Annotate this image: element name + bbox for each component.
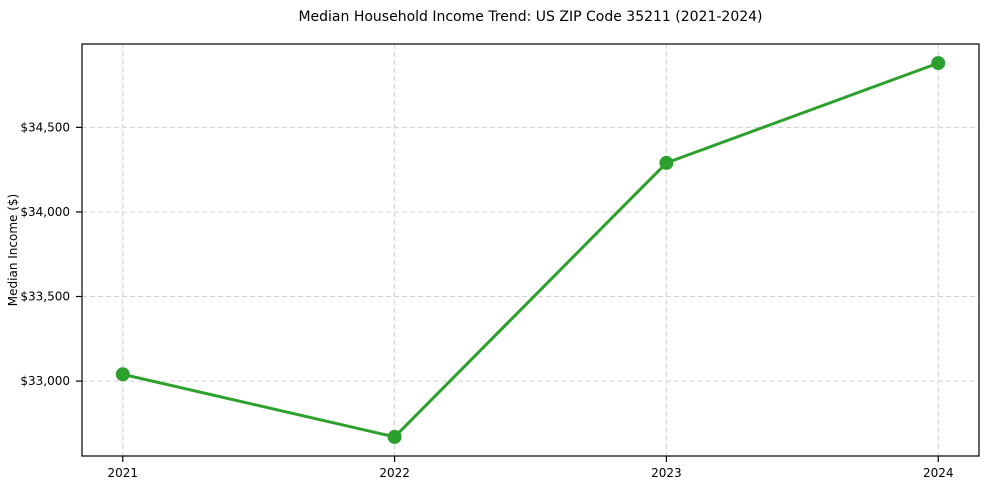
trend-line	[121, 61, 940, 439]
x-tick-label: 2023	[651, 466, 682, 480]
data-series	[115, 56, 946, 444]
axis-tick-labels: $33,000 $33,500 $34,000 $34,500 2021 2022 2023…	[20, 120, 953, 480]
y-axis-label: Median Income ($)	[6, 194, 20, 306]
data-point	[387, 429, 402, 444]
grid-lines	[82, 44, 979, 456]
y-tick-label: $34,500	[20, 120, 70, 134]
y-tick-label: $34,000	[20, 205, 70, 219]
x-tick-label: 2021	[107, 466, 138, 480]
data-point	[659, 155, 674, 170]
x-tick-label: 2024	[923, 466, 954, 480]
axis-ticks	[76, 126, 939, 462]
x-tick-label: 2022	[379, 466, 410, 480]
chart-title: Median Household Income Trend: US ZIP Co…	[298, 9, 762, 25]
y-tick-label: $33,500	[20, 290, 70, 304]
data-point	[115, 367, 130, 382]
plot-frame	[81, 43, 980, 457]
y-tick-label: $33,000	[20, 374, 70, 388]
data-point	[931, 56, 946, 71]
